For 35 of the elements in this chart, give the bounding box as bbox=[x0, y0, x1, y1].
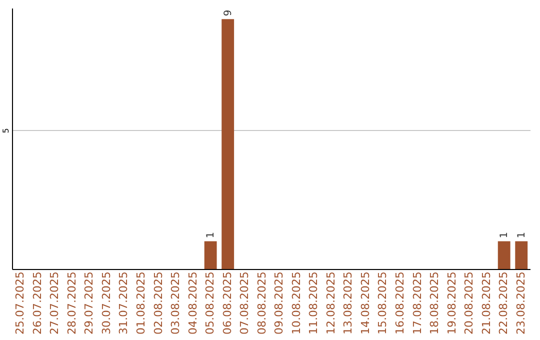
x-tick-label: 08.08.2025 bbox=[255, 272, 268, 334]
x-tick-label: 20.08.2025 bbox=[462, 272, 476, 334]
y-tick-label: 5 bbox=[2, 128, 10, 134]
x-tick-label: 04.08.2025 bbox=[186, 272, 200, 334]
data-label: 1 bbox=[516, 232, 528, 238]
x-tick-label: 22.08.2025 bbox=[497, 272, 510, 334]
x-tick-label: 31.07.2025 bbox=[117, 272, 130, 334]
x-tick-label: 21.08.2025 bbox=[480, 272, 493, 334]
x-tick-label: 02.08.2025 bbox=[152, 272, 165, 334]
x-tick-label: 18.08.2025 bbox=[428, 272, 442, 334]
x-tick-label: 12.08.2025 bbox=[324, 272, 338, 334]
data-label: 1 bbox=[206, 232, 217, 238]
x-tick-label: 16.08.2025 bbox=[394, 272, 406, 334]
x-tick-label: 11.08.2025 bbox=[307, 272, 320, 334]
x-tick-label: 14.08.2025 bbox=[358, 272, 372, 334]
data-label: 9 bbox=[222, 10, 234, 16]
data-label: 1 bbox=[499, 232, 510, 238]
x-tick-label: 15.08.2025 bbox=[376, 272, 390, 334]
x-tick-label: 19.08.2025 bbox=[445, 272, 458, 334]
x-tick-label: 25.07.2025 bbox=[14, 272, 27, 334]
x-tick-label: 28.07.2025 bbox=[65, 272, 78, 334]
x-tick-label: 27.07.2025 bbox=[48, 272, 62, 334]
x-tick-label: 09.08.2025 bbox=[272, 272, 286, 334]
x-tick-label: 30.07.2025 bbox=[100, 272, 113, 334]
x-tick-label: 06.08.2025 bbox=[220, 272, 234, 334]
x-tick-label: 10.08.2025 bbox=[290, 272, 303, 334]
x-tick-label: 01.08.2025 bbox=[134, 272, 148, 334]
x-tick-label: 07.08.2025 bbox=[238, 272, 252, 334]
x-tick-label: 03.08.2025 bbox=[169, 272, 182, 334]
x-tick-label: 23.08.2025 bbox=[514, 272, 528, 334]
x-tick-label: 13.08.2025 bbox=[342, 272, 355, 334]
x-tick-label: 17.08.2025 bbox=[410, 272, 424, 334]
x-tick-label: 05.08.2025 bbox=[204, 272, 217, 334]
x-tick-label: 29.07.2025 bbox=[82, 272, 96, 334]
x-tick-label: 26.07.2025 bbox=[30, 272, 44, 334]
